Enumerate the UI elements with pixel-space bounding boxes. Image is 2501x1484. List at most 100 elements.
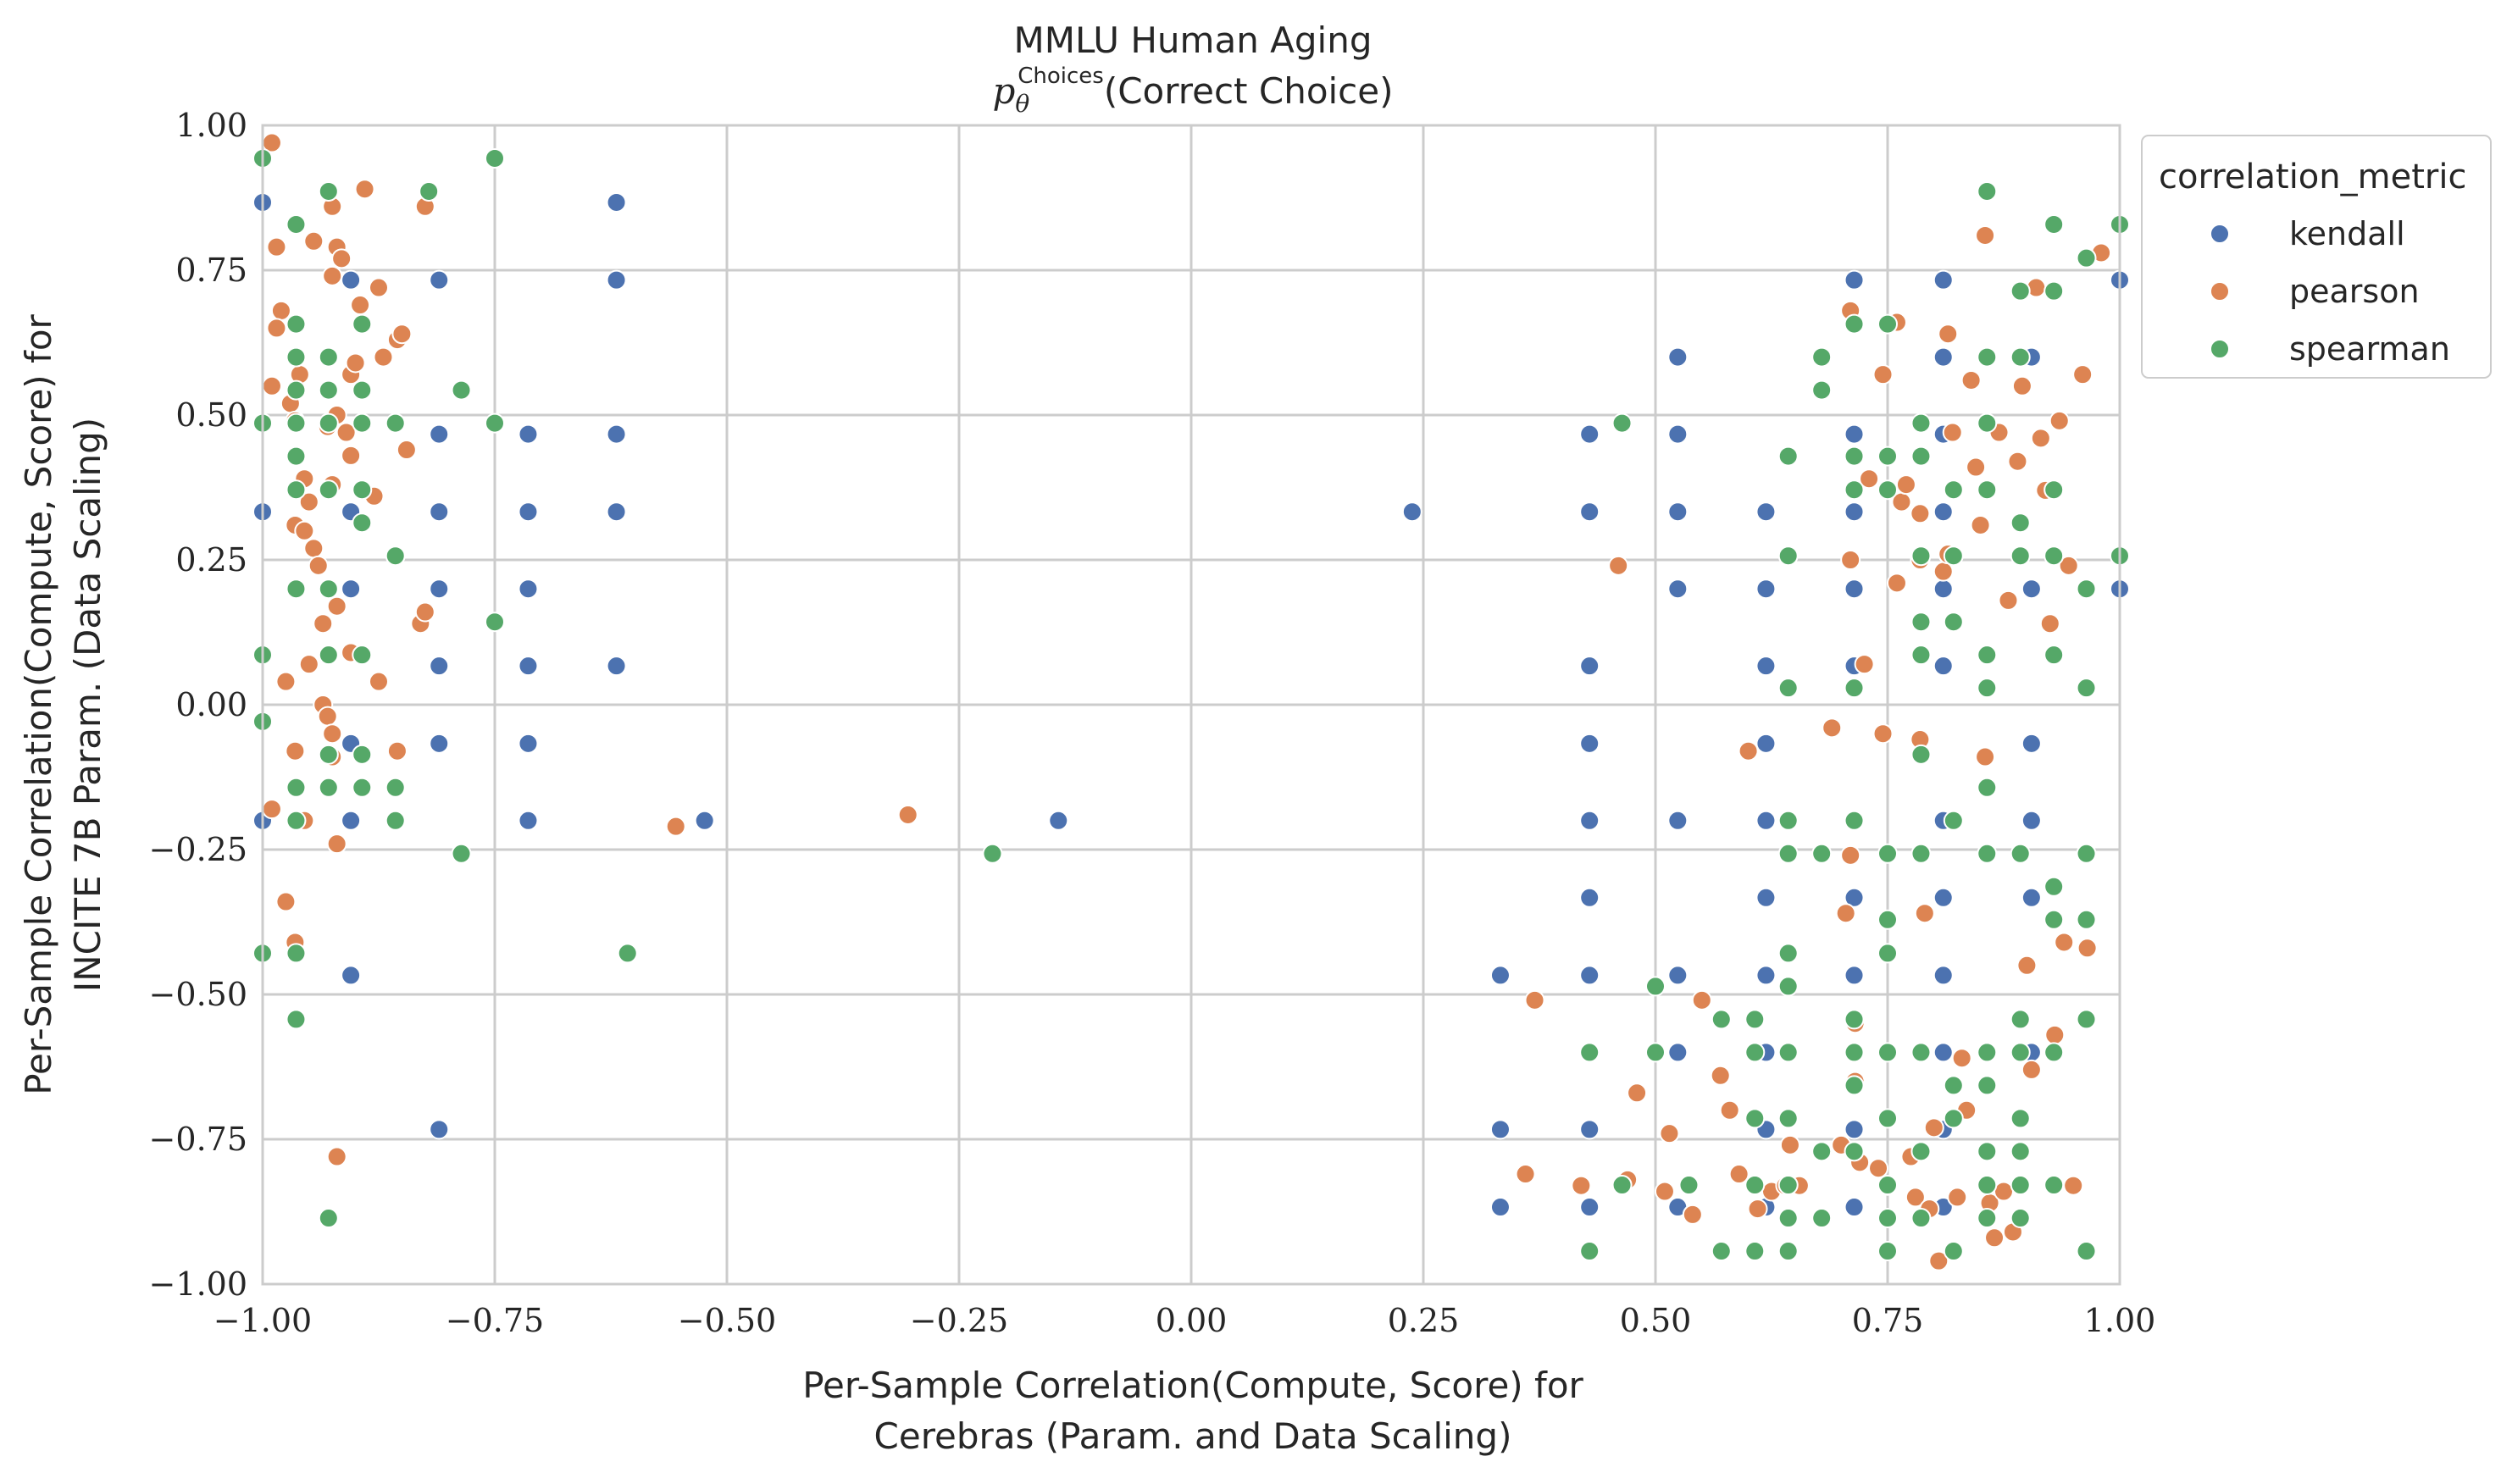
data-point-spearman — [2044, 479, 2065, 501]
data-point-spearman — [1579, 1042, 1600, 1063]
legend-items: kendall pearson spearman — [2210, 215, 2450, 368]
data-point-spearman — [1977, 413, 1998, 434]
data-point-spearman — [352, 479, 373, 501]
data-point-spearman — [1744, 1009, 1766, 1030]
y-tick-label: 1.00 — [175, 107, 247, 144]
data-point-pearson — [1747, 1199, 1768, 1220]
series-spearman — [252, 147, 2130, 1262]
data-point-pearson — [1859, 468, 1880, 490]
data-point-pearson — [1822, 717, 1843, 739]
chart-subtitle: pθChoices(Correct Choice) — [992, 64, 1393, 118]
data-point-kendall — [429, 656, 450, 677]
x-tick-label: 1.00 — [2084, 1302, 2156, 1339]
data-point-spearman — [1777, 943, 1799, 964]
data-point-spearman — [451, 379, 472, 401]
data-point-pearson — [1868, 1158, 1889, 1179]
data-point-spearman — [1844, 810, 1865, 831]
data-point-spearman — [318, 180, 339, 202]
data-point-spearman — [1943, 810, 1964, 831]
data-point-kendall — [518, 579, 539, 600]
data-point-pearson — [373, 346, 394, 368]
y-tick-label: 0.75 — [175, 252, 247, 289]
data-point-kendall — [341, 579, 362, 600]
data-point-pearson — [1608, 555, 1629, 576]
y-tick-labels: −1.00 −0.75 −0.50 −0.25 0.00 0.25 0.50 0.75 1.00 — [149, 107, 247, 1303]
data-point-spearman — [385, 545, 406, 567]
data-point-pearson — [1970, 514, 1991, 535]
data-point-kendall — [1667, 1042, 1689, 1063]
data-point-spearman — [1777, 810, 1799, 831]
data-point-kendall — [429, 1119, 450, 1140]
data-point-spearman — [617, 943, 638, 964]
data-point-kendall — [1579, 501, 1600, 523]
data-point-pearson — [1914, 903, 1935, 924]
data-point-spearman — [286, 379, 307, 401]
subtitle-prefix: p — [992, 70, 1015, 112]
data-point-spearman — [2044, 1042, 2065, 1063]
data-point-spearman — [1744, 1241, 1766, 1262]
data-point-spearman — [1977, 645, 1998, 666]
data-point-pearson — [2039, 613, 2060, 634]
data-point-kendall — [694, 810, 715, 831]
data-point-spearman — [286, 213, 307, 235]
data-point-kendall — [1667, 965, 1689, 986]
data-point-spearman — [485, 147, 505, 169]
data-point-spearman — [1977, 479, 1998, 501]
data-point-spearman — [1744, 1175, 1766, 1196]
data-point-kendall — [341, 269, 362, 291]
data-point-pearson — [261, 799, 282, 820]
data-points — [252, 132, 2130, 1271]
data-point-pearson — [303, 538, 324, 559]
y-tick-label: −0.75 — [149, 1121, 247, 1158]
y-tick-label: 0.25 — [175, 541, 247, 579]
data-point-pearson — [1719, 1099, 1740, 1121]
data-point-kendall — [1933, 965, 1954, 986]
data-point-kendall — [429, 501, 450, 523]
data-point-kendall — [429, 579, 450, 600]
data-point-spearman — [2044, 213, 2065, 235]
x-axis-label-line2: Cerebras (Param. and Data Scaling) — [874, 1415, 1512, 1457]
data-point-spearman — [2010, 280, 2031, 302]
legend-label-spearman: spearman — [2289, 330, 2450, 368]
data-point-spearman — [2010, 545, 2031, 567]
data-point-spearman — [385, 413, 406, 434]
data-point-spearman — [485, 612, 505, 633]
data-point-spearman — [1977, 777, 1998, 798]
data-point-pearson — [1571, 1175, 1592, 1196]
data-point-pearson — [1910, 503, 1931, 524]
data-point-pearson — [1938, 324, 1959, 345]
data-point-kendall — [1755, 733, 1777, 754]
data-point-kendall — [1755, 810, 1777, 831]
data-point-spearman — [1611, 1175, 1633, 1196]
data-point-pearson — [294, 520, 315, 541]
data-point-kendall — [1048, 810, 1069, 831]
x-tick-labels: −1.00 −0.75 −0.50 −0.25 0.00 0.25 0.50 0.75 1.00 — [214, 1302, 2156, 1339]
data-point-pearson — [2021, 1059, 2042, 1080]
data-point-spearman — [485, 413, 505, 434]
data-point-kendall — [1667, 424, 1689, 445]
data-point-pearson — [2007, 451, 2028, 472]
data-point-spearman — [1777, 1208, 1799, 1229]
data-point-kendall — [1844, 965, 1865, 986]
subtitle-suffix: (Correct Choice) — [1104, 70, 1394, 112]
data-point-spearman — [1844, 678, 1865, 699]
data-point-kendall — [1489, 1119, 1511, 1140]
data-point-kendall — [2021, 579, 2042, 600]
data-point-pearson — [1779, 1134, 1800, 1155]
data-point-spearman — [286, 479, 307, 501]
data-point-spearman — [1877, 1108, 1898, 1129]
data-point-pearson — [345, 352, 366, 374]
data-point-kendall — [1579, 733, 1600, 754]
data-point-kendall — [1755, 965, 1777, 986]
x-tick-label: −0.25 — [910, 1302, 1008, 1339]
data-point-pearson — [285, 740, 306, 761]
data-point-spearman — [1977, 1208, 1998, 1229]
data-point-spearman — [1977, 180, 1998, 202]
data-point-pearson — [261, 375, 282, 396]
data-point-spearman — [1943, 1108, 1964, 1129]
data-point-spearman — [1877, 1175, 1898, 1196]
data-point-spearman — [1844, 1075, 1865, 1096]
data-point-spearman — [1777, 976, 1799, 997]
data-point-spearman — [286, 346, 307, 368]
